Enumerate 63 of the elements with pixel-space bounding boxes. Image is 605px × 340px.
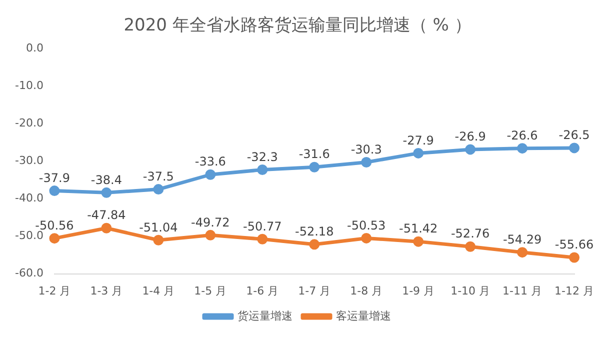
x-tick-label: 1-2 月 (38, 284, 71, 298)
point (153, 184, 164, 195)
x-tick-label: 1-8 月 (350, 284, 383, 298)
x-tick-label: 1-11 月 (502, 284, 542, 298)
x-tick-label: 1-5 月 (194, 284, 227, 298)
point (257, 164, 268, 175)
data-label: -26.5 (558, 128, 590, 142)
y-tick-label: 0.0 (26, 41, 44, 54)
data-label: -38.4 (90, 172, 122, 187)
legend-label: 货运量增速 (238, 309, 292, 322)
data-label: -51.42 (398, 222, 438, 236)
x-tick-label: 1-12 月 (554, 284, 594, 298)
point (257, 234, 268, 244)
point (49, 233, 60, 244)
y-tick-label: -20.0 (14, 116, 44, 130)
point (361, 156, 372, 168)
data-label: -31.6 (298, 147, 330, 162)
data-label: -54.29 (502, 232, 542, 246)
point (309, 162, 320, 172)
y-tick-label: -60.0 (14, 266, 44, 280)
data-label: -51.04 (139, 220, 178, 234)
data-label: -37.5 (142, 169, 174, 184)
x-tick-label: 1-7 月 (298, 284, 331, 298)
data-label: -37.9 (38, 170, 70, 185)
x-tick-label: 1-6 月 (246, 284, 279, 298)
chart-title: 2020 年全省水路客货运输量同比增速（ % ） (124, 16, 472, 36)
point (49, 186, 60, 196)
point (517, 247, 528, 258)
x-tick-label: 1-10 月 (450, 284, 490, 298)
legend-label: 客运量增速 (336, 309, 391, 322)
data-label: -50.77 (243, 219, 282, 234)
y-tick-label: -40.0 (14, 192, 44, 205)
point (465, 144, 476, 155)
y-tick-label: -30.0 (14, 154, 44, 167)
y-tick-label: -10.0 (14, 78, 44, 92)
x-tick-label: 1-4 月 (142, 284, 175, 298)
data-label: -32.3 (246, 150, 278, 164)
data-label: -52.76 (450, 226, 490, 241)
point (153, 234, 164, 246)
data-label: -47.84 (87, 208, 126, 222)
point (517, 143, 528, 154)
data-label: -52.18 (295, 224, 334, 239)
data-label: -27.9 (402, 133, 434, 148)
point (361, 232, 372, 244)
point (101, 187, 112, 198)
point (569, 252, 580, 263)
data-label: -33.6 (194, 154, 226, 169)
data-label: -49.72 (191, 215, 230, 230)
point (569, 142, 580, 154)
data-label: -50.53 (347, 218, 386, 232)
data-label: -26.9 (454, 130, 486, 144)
point (309, 239, 320, 250)
data-label: -26.6 (506, 128, 538, 142)
x-tick-label: 1-9 月 (402, 284, 435, 298)
data-label: -55.66 (554, 238, 594, 252)
point (101, 222, 112, 234)
point (413, 148, 424, 158)
x-tick-label: 1-3 月 (90, 284, 123, 298)
point (205, 169, 216, 180)
point (205, 230, 216, 240)
point (413, 236, 424, 247)
point (465, 241, 476, 252)
data-label: -30.3 (350, 142, 382, 156)
